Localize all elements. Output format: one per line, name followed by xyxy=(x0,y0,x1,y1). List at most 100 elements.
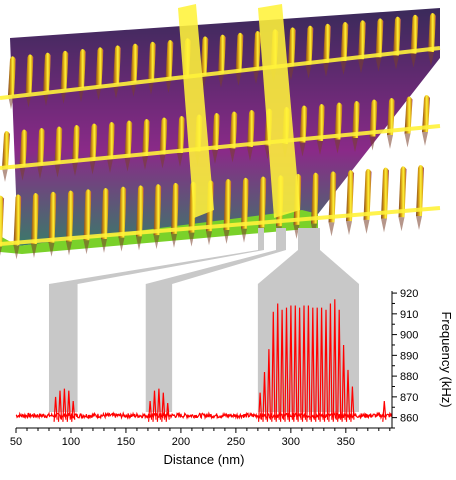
ridge-line xyxy=(171,182,179,234)
ridge-shadow xyxy=(422,132,428,146)
ridge-shadow xyxy=(375,57,382,72)
ridge-line xyxy=(358,20,366,60)
ridge-shadow xyxy=(13,245,20,260)
series-peak xyxy=(66,390,71,422)
ridge-shadow xyxy=(37,165,43,179)
ridge-line xyxy=(136,185,144,237)
ridge-shadow xyxy=(352,138,358,152)
series-peak xyxy=(71,400,76,422)
ridge-line xyxy=(235,32,244,72)
ridge-line xyxy=(422,95,430,132)
ridge-shadow xyxy=(358,59,364,74)
ridge-line xyxy=(54,126,63,164)
series-layer xyxy=(15,299,393,422)
ridge-line xyxy=(118,186,127,238)
ridge-shadow xyxy=(340,61,347,75)
ridge-line xyxy=(159,117,168,155)
ridge-line xyxy=(241,177,249,229)
series-peak xyxy=(319,307,324,422)
ridge-shadow xyxy=(130,82,137,97)
ridge-line xyxy=(72,125,80,162)
ridge-line xyxy=(363,168,372,220)
series-peak xyxy=(258,392,263,422)
series-peak xyxy=(297,307,302,422)
band-strip xyxy=(0,206,441,246)
ridge-line xyxy=(317,104,325,141)
ridge-shadow xyxy=(89,160,96,175)
ridge-shadow xyxy=(165,79,172,93)
ridge-shadow xyxy=(299,142,306,157)
ridge-shadow xyxy=(323,62,329,77)
ridge-shadow xyxy=(0,246,2,256)
ridge-shadow xyxy=(404,133,411,148)
x-tick-label: 50 xyxy=(10,436,22,448)
band-strip xyxy=(0,46,441,100)
ridge-line xyxy=(334,102,343,140)
y-tick-label: 900 xyxy=(400,330,418,342)
series-peak xyxy=(262,371,267,422)
highlight-region xyxy=(48,289,78,412)
ridge-line xyxy=(393,16,401,56)
series-peak xyxy=(161,392,166,422)
ridge-shadow xyxy=(393,55,399,70)
y-tick-label: 890 xyxy=(400,350,418,362)
series-peak xyxy=(382,400,387,422)
ridge-line xyxy=(31,193,39,245)
ridge-line xyxy=(95,47,104,87)
ridge-shadow xyxy=(118,237,125,252)
ridge-line xyxy=(37,128,45,165)
ridge-line xyxy=(381,167,389,219)
ridge-line xyxy=(153,184,162,236)
ridge-line xyxy=(2,131,10,168)
ridge-line xyxy=(89,123,98,161)
series-peak xyxy=(165,403,170,422)
series-peak xyxy=(57,390,63,422)
ridge-line xyxy=(218,34,226,74)
ridge-line xyxy=(352,101,360,138)
y-tick-label: 880 xyxy=(400,371,418,383)
ridge-shadow xyxy=(288,66,294,81)
ridge-line xyxy=(148,41,156,81)
ridge-shadow xyxy=(95,86,102,101)
ridge-shadow xyxy=(398,217,405,232)
series-peak xyxy=(332,299,337,422)
x-tick-label: 100 xyxy=(62,436,80,448)
ridge-shadow xyxy=(241,228,247,243)
ridge-shadow xyxy=(247,147,253,161)
ridge-shadow xyxy=(142,156,148,170)
frequency-chart: 50 100 150 200 250 300 350 860 870 880 890 900 910 9… xyxy=(10,288,454,467)
series-peak xyxy=(323,309,329,422)
ridge-shadow xyxy=(188,232,195,247)
series-peak xyxy=(341,344,346,422)
ridge-line xyxy=(387,98,395,135)
x-tick-label: 300 xyxy=(282,436,300,448)
series-peak xyxy=(288,305,293,422)
ridge-shadow xyxy=(43,91,49,106)
ridge-line xyxy=(101,187,109,239)
series-peak xyxy=(266,349,271,422)
ridge-line xyxy=(328,171,337,223)
ridge-line xyxy=(404,96,413,134)
ridge-shadow xyxy=(31,244,37,259)
series-peak xyxy=(284,307,289,422)
ridge-line xyxy=(25,54,34,94)
connector-band xyxy=(48,228,265,289)
ridge-line xyxy=(113,45,121,85)
ridge-line xyxy=(416,165,424,216)
ridge-line xyxy=(13,194,22,246)
ridge-shadow xyxy=(410,53,417,68)
ridge-line xyxy=(124,120,133,158)
series-peak xyxy=(306,305,311,422)
ridge-shadow xyxy=(253,70,259,84)
series-peak xyxy=(310,307,315,422)
ridge-shadow xyxy=(328,222,335,237)
ridge-shadow xyxy=(83,240,90,255)
surface-topography-image xyxy=(0,4,441,260)
ridge-shadow xyxy=(78,88,84,102)
ridge-line xyxy=(340,22,349,61)
ridge-line xyxy=(83,189,92,241)
ridge-shadow xyxy=(416,216,422,230)
ridge-line xyxy=(8,56,16,96)
ridge-line xyxy=(177,116,185,153)
ridge-line xyxy=(398,166,407,218)
